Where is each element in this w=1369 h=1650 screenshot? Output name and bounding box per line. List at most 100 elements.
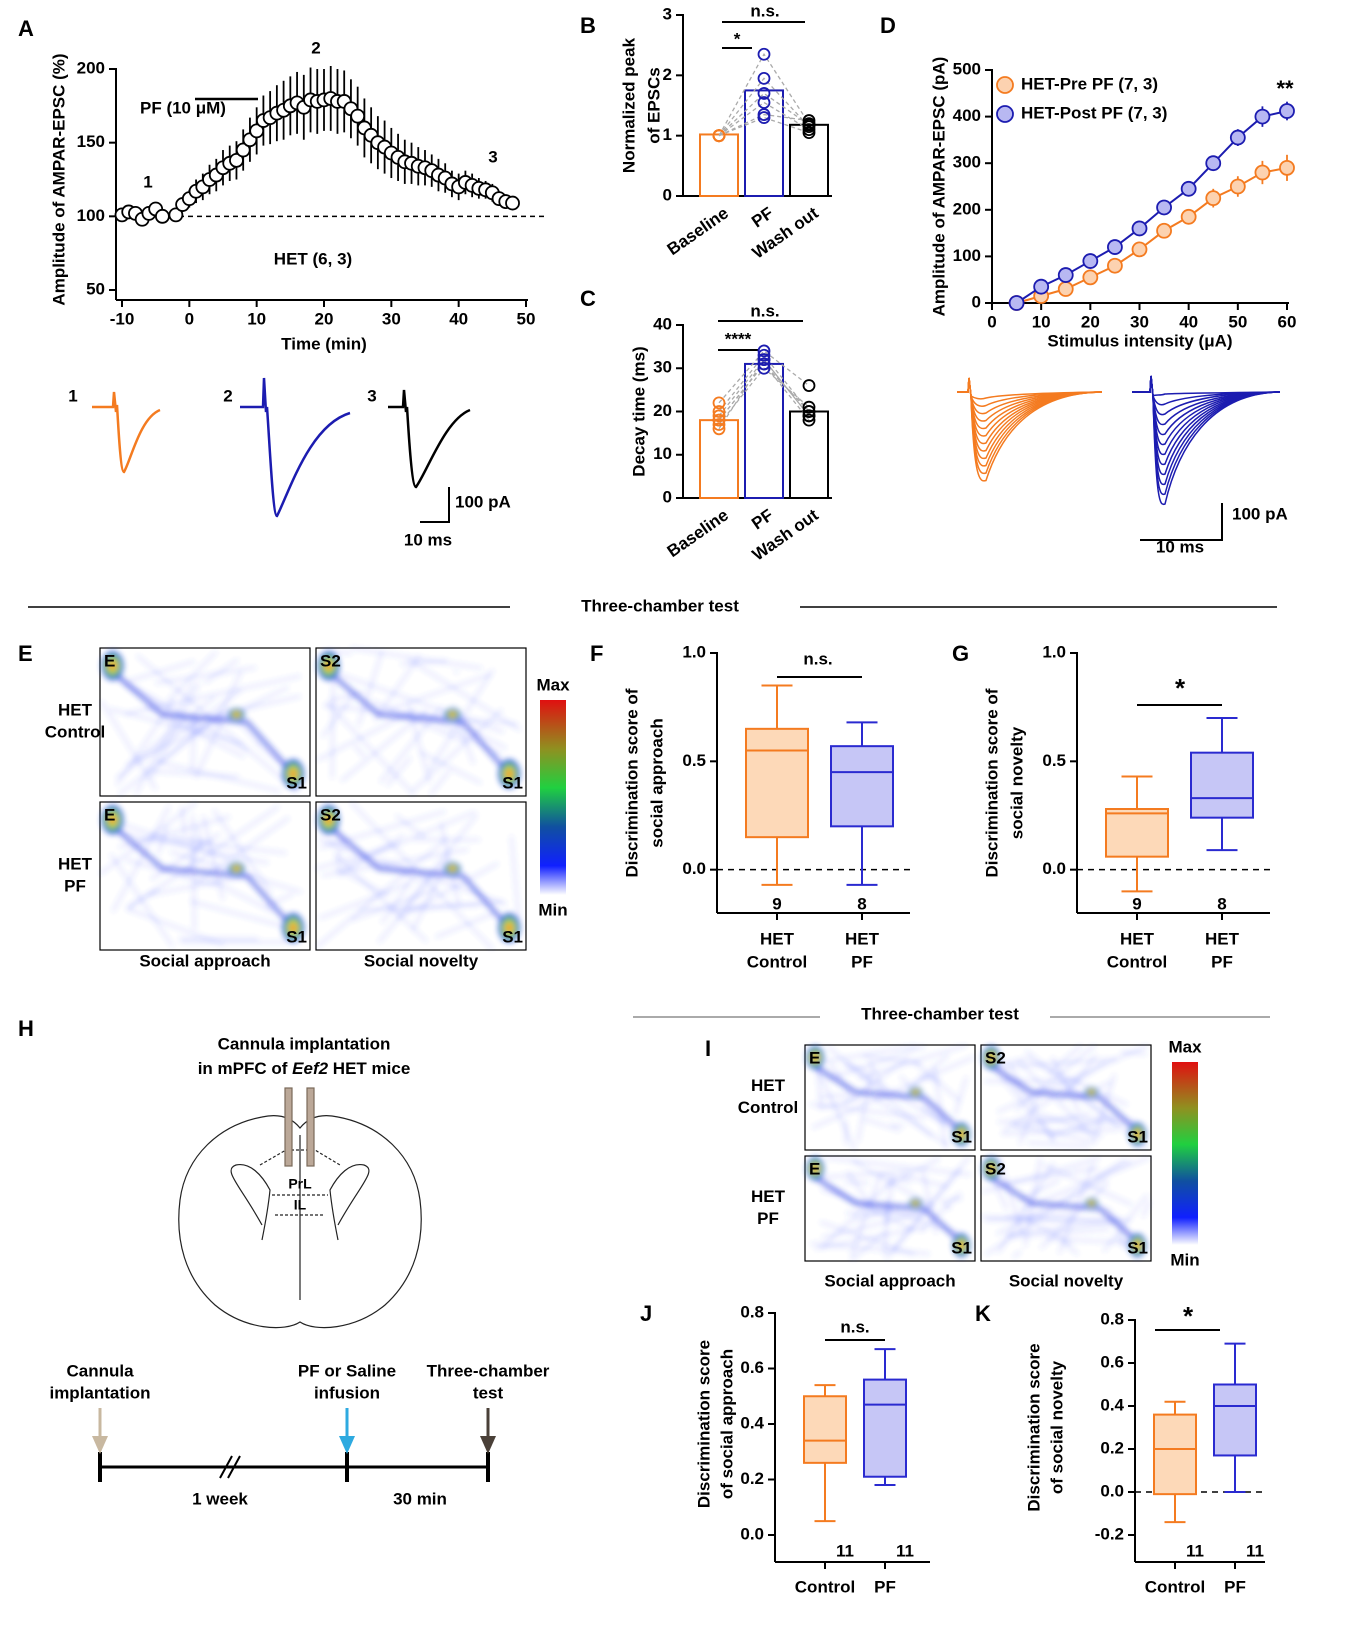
data-point [505, 195, 520, 211]
track [890, 1123, 905, 1127]
paired-line [718, 113, 810, 137]
data-point [712, 413, 726, 427]
track [1012, 1250, 1022, 1258]
data-point [350, 108, 366, 124]
row-label: Control [738, 1098, 798, 1117]
scale-label: 100 pA [1232, 504, 1288, 523]
track [134, 681, 195, 795]
track [1039, 1182, 1109, 1250]
track [315, 843, 400, 870]
track [318, 837, 343, 852]
track [204, 658, 239, 684]
hotspot [227, 707, 246, 722]
data-point [757, 96, 771, 109]
heatmap-corner-label: S1 [502, 927, 523, 946]
hotspot [981, 1155, 1001, 1182]
data-point [1082, 253, 1099, 269]
heatmap [804, 1155, 976, 1262]
panel-label: D [880, 13, 896, 38]
x-tick-label: PF [1211, 952, 1233, 971]
track [845, 1061, 867, 1073]
track [1141, 1200, 1151, 1218]
event-label: Three-chamber [427, 1361, 550, 1380]
track [435, 912, 495, 939]
track [981, 1215, 1112, 1224]
row-label: PF [757, 1209, 779, 1228]
track [340, 709, 428, 782]
y-tick-label: 100 [953, 246, 981, 265]
panel-label: I [705, 1036, 711, 1061]
panel-label: C [580, 286, 596, 311]
colorbar-label: Max [1168, 1037, 1202, 1056]
track [885, 1175, 894, 1226]
data-point [1254, 164, 1271, 181]
y-tick-label: 40 [653, 314, 672, 333]
y-axis-label: Discrimination score [1024, 1343, 1043, 1511]
track [329, 690, 365, 702]
bar [789, 123, 829, 197]
track [1121, 1051, 1147, 1055]
heatmap-frame [804, 1155, 976, 1262]
event-label: PF or Saline [298, 1361, 396, 1380]
panel-label: A [18, 16, 34, 41]
track [322, 666, 513, 778]
y-tick-label: 0 [663, 185, 672, 204]
x-axis-label: Time (min) [281, 334, 367, 353]
data-point [712, 405, 726, 418]
y-tick-label: 150 [77, 132, 105, 151]
trace [388, 389, 471, 489]
paired-line [718, 354, 810, 412]
n-label: 11 [1186, 1541, 1204, 1560]
track [1008, 1064, 1055, 1143]
n-label: 9 [772, 894, 781, 913]
x-tick-label: 30 [1130, 312, 1149, 331]
y-axis-label: social approach [647, 718, 666, 847]
column-label: Social approach [139, 951, 270, 970]
legend-marker [996, 76, 1014, 94]
track [829, 1062, 853, 1097]
subtitle-part: Eef2 [292, 1059, 328, 1078]
x-tick-label: 40 [1179, 312, 1198, 331]
track [811, 1056, 974, 1129]
section-title: Three-chamber test [861, 1004, 1019, 1023]
track [405, 813, 478, 907]
y-tick-label: 0.2 [1100, 1438, 1124, 1457]
track [131, 696, 216, 764]
data-point [802, 405, 816, 418]
scale-bar [420, 487, 450, 523]
data-point [1205, 190, 1222, 207]
data-point [1229, 129, 1246, 146]
hotspot [281, 757, 306, 790]
trace-label: 2 [223, 386, 232, 405]
track [125, 858, 218, 887]
y-tick-label: 3 [663, 4, 672, 23]
x-tick-label: 0 [987, 312, 996, 331]
scale-label: 10 ms [404, 530, 452, 549]
x-tick-label: PF [748, 505, 777, 533]
track [216, 670, 243, 721]
data-point [757, 361, 771, 375]
heatmap-corner-label: S1 [951, 1238, 972, 1257]
track [1048, 1044, 1083, 1075]
section-rules [28, 606, 1277, 1018]
heatmap-corner-label: E [104, 651, 115, 670]
track [100, 700, 157, 791]
track [1117, 1236, 1127, 1250]
track [807, 1044, 917, 1066]
hotspot [951, 1232, 972, 1259]
box [803, 1395, 847, 1464]
heatmap-corner-label: S2 [985, 1159, 1006, 1178]
y-tick-label: 2 [663, 65, 672, 84]
heatmap-density [316, 647, 522, 796]
heatmap-corner-label: E [809, 1159, 820, 1178]
diagram-title: Cannula implantation [218, 1034, 391, 1053]
track [852, 1160, 936, 1209]
hotspot [316, 649, 341, 682]
data-point [1180, 208, 1197, 225]
significance-label: **** [725, 329, 752, 348]
track [811, 1173, 962, 1243]
hotspot [227, 861, 246, 876]
y-tick-label: 1.0 [1042, 642, 1066, 661]
track [386, 756, 412, 787]
data-point [712, 409, 726, 423]
